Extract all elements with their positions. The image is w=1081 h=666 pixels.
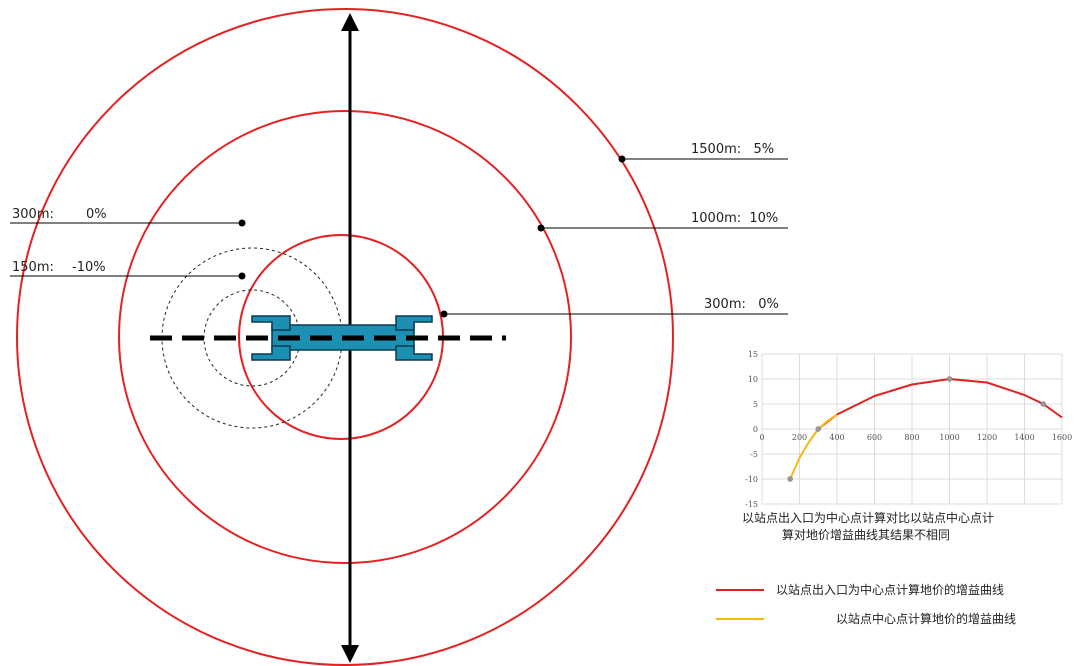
y-tick-label: -10	[745, 475, 758, 484]
label-left-150-value: -10%	[72, 260, 106, 275]
x-tick-label: 0	[759, 433, 764, 442]
land-value-gain-chart: 0 200 400 600 800 1000 1200 1400 1600151050-5-10…	[745, 350, 1072, 509]
chart-grid	[761, 353, 1063, 505]
data-point	[946, 376, 953, 382]
y-tick-label: -15	[745, 500, 758, 509]
dot-left-300	[238, 219, 246, 227]
x-tick-label: 800	[904, 433, 919, 442]
data-point	[815, 426, 821, 432]
dot-right-1000	[537, 224, 545, 232]
label-right-1000: 1000m: 10%	[691, 211, 778, 226]
y-tick-label: -5	[750, 450, 758, 459]
y-tick-label: 15	[748, 350, 758, 359]
y-tick-label: 0	[753, 425, 758, 434]
data-point	[787, 476, 793, 482]
x-tick-label: 1400	[1014, 433, 1034, 442]
chart-caption-line-2: 算对地价增益曲线其结果不相同	[782, 527, 950, 542]
legend-red-label: 以站点出入口为中心点计算地价的增益曲线	[776, 582, 1004, 597]
dot-right-1500	[618, 155, 626, 163]
label-left-300-distance: 300m:	[12, 207, 54, 222]
x-tick-label: 600	[867, 433, 882, 442]
chart-caption-line-1: 以站点出入口为中心点计算对比以站点中心点计	[742, 510, 994, 525]
data-point	[1040, 401, 1046, 407]
chart-markers	[787, 376, 1046, 482]
x-tick-label: 200	[792, 433, 807, 442]
chart-ticks: 0 200 400 600 800 1000 1200 1400 1600151050-5-10…	[745, 350, 1072, 509]
dot-right-300	[440, 310, 448, 318]
label-left-150-distance: 150m:	[12, 260, 54, 275]
series-line-1	[789, 413, 838, 480]
legend-yellow-label: 以站点中心点计算地价的增益曲线	[836, 611, 1016, 626]
ring-1500m	[16, 8, 674, 666]
x-tick-label: 1200	[977, 433, 997, 442]
y-tick-label: 10	[748, 375, 758, 384]
label-left-300-value: 0%	[86, 207, 107, 222]
label-right-1500: 1500m: 5%	[691, 142, 774, 157]
y-tick-label: 5	[753, 400, 758, 409]
x-tick-label: 400	[829, 433, 844, 442]
x-tick-label: 1000	[939, 433, 959, 442]
x-tick-label: 1600	[1052, 433, 1072, 442]
label-right-300: 300m: 0%	[704, 297, 779, 312]
dot-left-150	[238, 272, 246, 280]
